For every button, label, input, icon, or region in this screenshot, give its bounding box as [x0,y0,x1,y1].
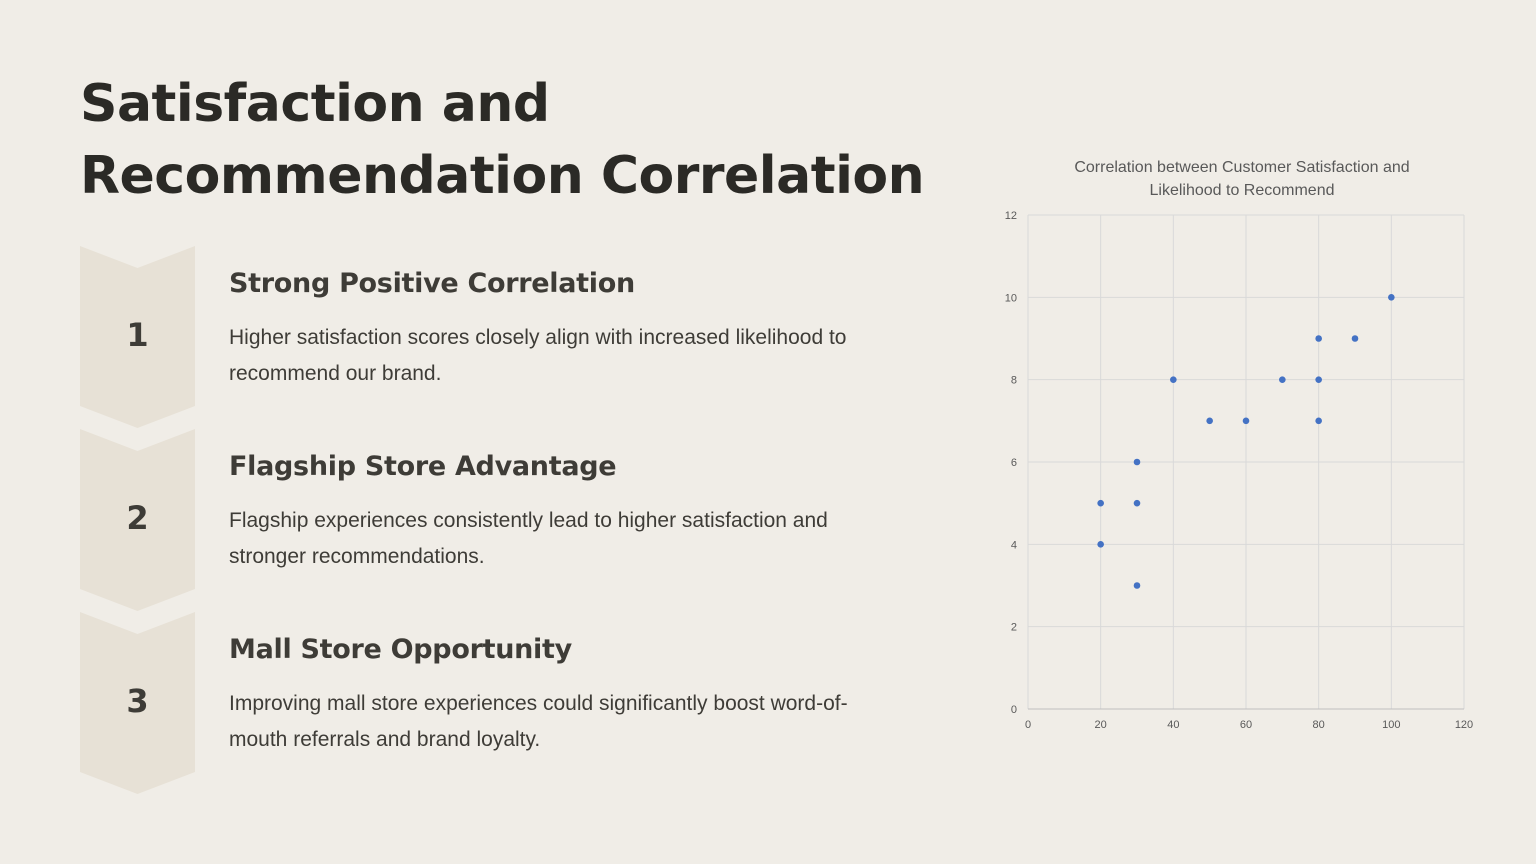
slide-title: Satisfaction and Recommendation Correlat… [80,68,960,212]
y-tick-label: 10 [1005,292,1017,304]
data-point [1315,335,1322,342]
step-2: 2 Flagship Store Advantage Flagship expe… [80,429,900,611]
data-point [1315,417,1322,425]
x-tick-label: 60 [1240,719,1252,731]
chart-gridlines [1027,214,1465,710]
step-1-title: Strong Positive Correlation [229,268,635,299]
x-tick-label: 40 [1167,719,1179,731]
step-3-title: Mall Store Opportunity [229,634,572,665]
data-point [1242,417,1250,425]
step-1-number: 1 [126,316,149,354]
data-point [1097,541,1104,548]
step-3-description: Improving mall store experiences could s… [229,692,848,751]
data-point [1388,294,1395,301]
x-tick-label: 80 [1313,719,1325,731]
y-tick-label: 12 [1005,210,1017,222]
scatter-chart: Correlation between Customer Satisfactio… [1005,159,1473,731]
step-3-chevron [80,612,195,794]
step-2-number: 2 [126,499,149,537]
step-2-description: Flagship experiences consistently lead t… [229,509,828,568]
step-2-chevron [80,429,195,611]
x-tick-label: 120 [1455,719,1473,731]
x-tick-label: 100 [1382,719,1400,731]
step-3: 3 Mall Store Opportunity Improving mall … [80,612,900,794]
step-1-description: Higher satisfaction scores closely align… [229,326,847,385]
data-point [1133,582,1141,589]
chart-title-line1: Correlation between Customer Satisfactio… [1074,159,1409,176]
y-tick-label: 4 [1011,539,1017,551]
data-point [1206,417,1213,425]
chart-tick-labels: 0 20 40 60 80 100 120 0 2 4 6 8 10 12 [1005,210,1473,731]
data-point [1097,499,1104,507]
step-2-title: Flagship Store Advantage [229,451,617,482]
slide-title-line2: Recommendation Correlation [80,146,925,206]
y-tick-label: 2 [1011,622,1017,634]
data-point [1351,335,1359,342]
chart-points [1097,294,1395,589]
y-tick-label: 6 [1011,457,1017,469]
y-tick-label: 8 [1011,375,1017,387]
data-point [1133,499,1141,507]
data-point [1170,376,1177,383]
y-tick-label: 0 [1011,704,1017,716]
x-tick-label: 20 [1095,719,1107,731]
data-point [1315,376,1322,383]
slide-title-line1: Satisfaction and [80,74,550,134]
chart-title-line2: Likelihood to Recommend [1150,182,1335,199]
data-point [1279,376,1286,383]
step-3-number: 3 [126,682,149,720]
step-1: 1 Strong Positive Correlation Higher sat… [80,246,900,428]
step-1-chevron [80,246,195,428]
x-tick-label: 0 [1025,719,1031,731]
data-point [1133,458,1141,466]
